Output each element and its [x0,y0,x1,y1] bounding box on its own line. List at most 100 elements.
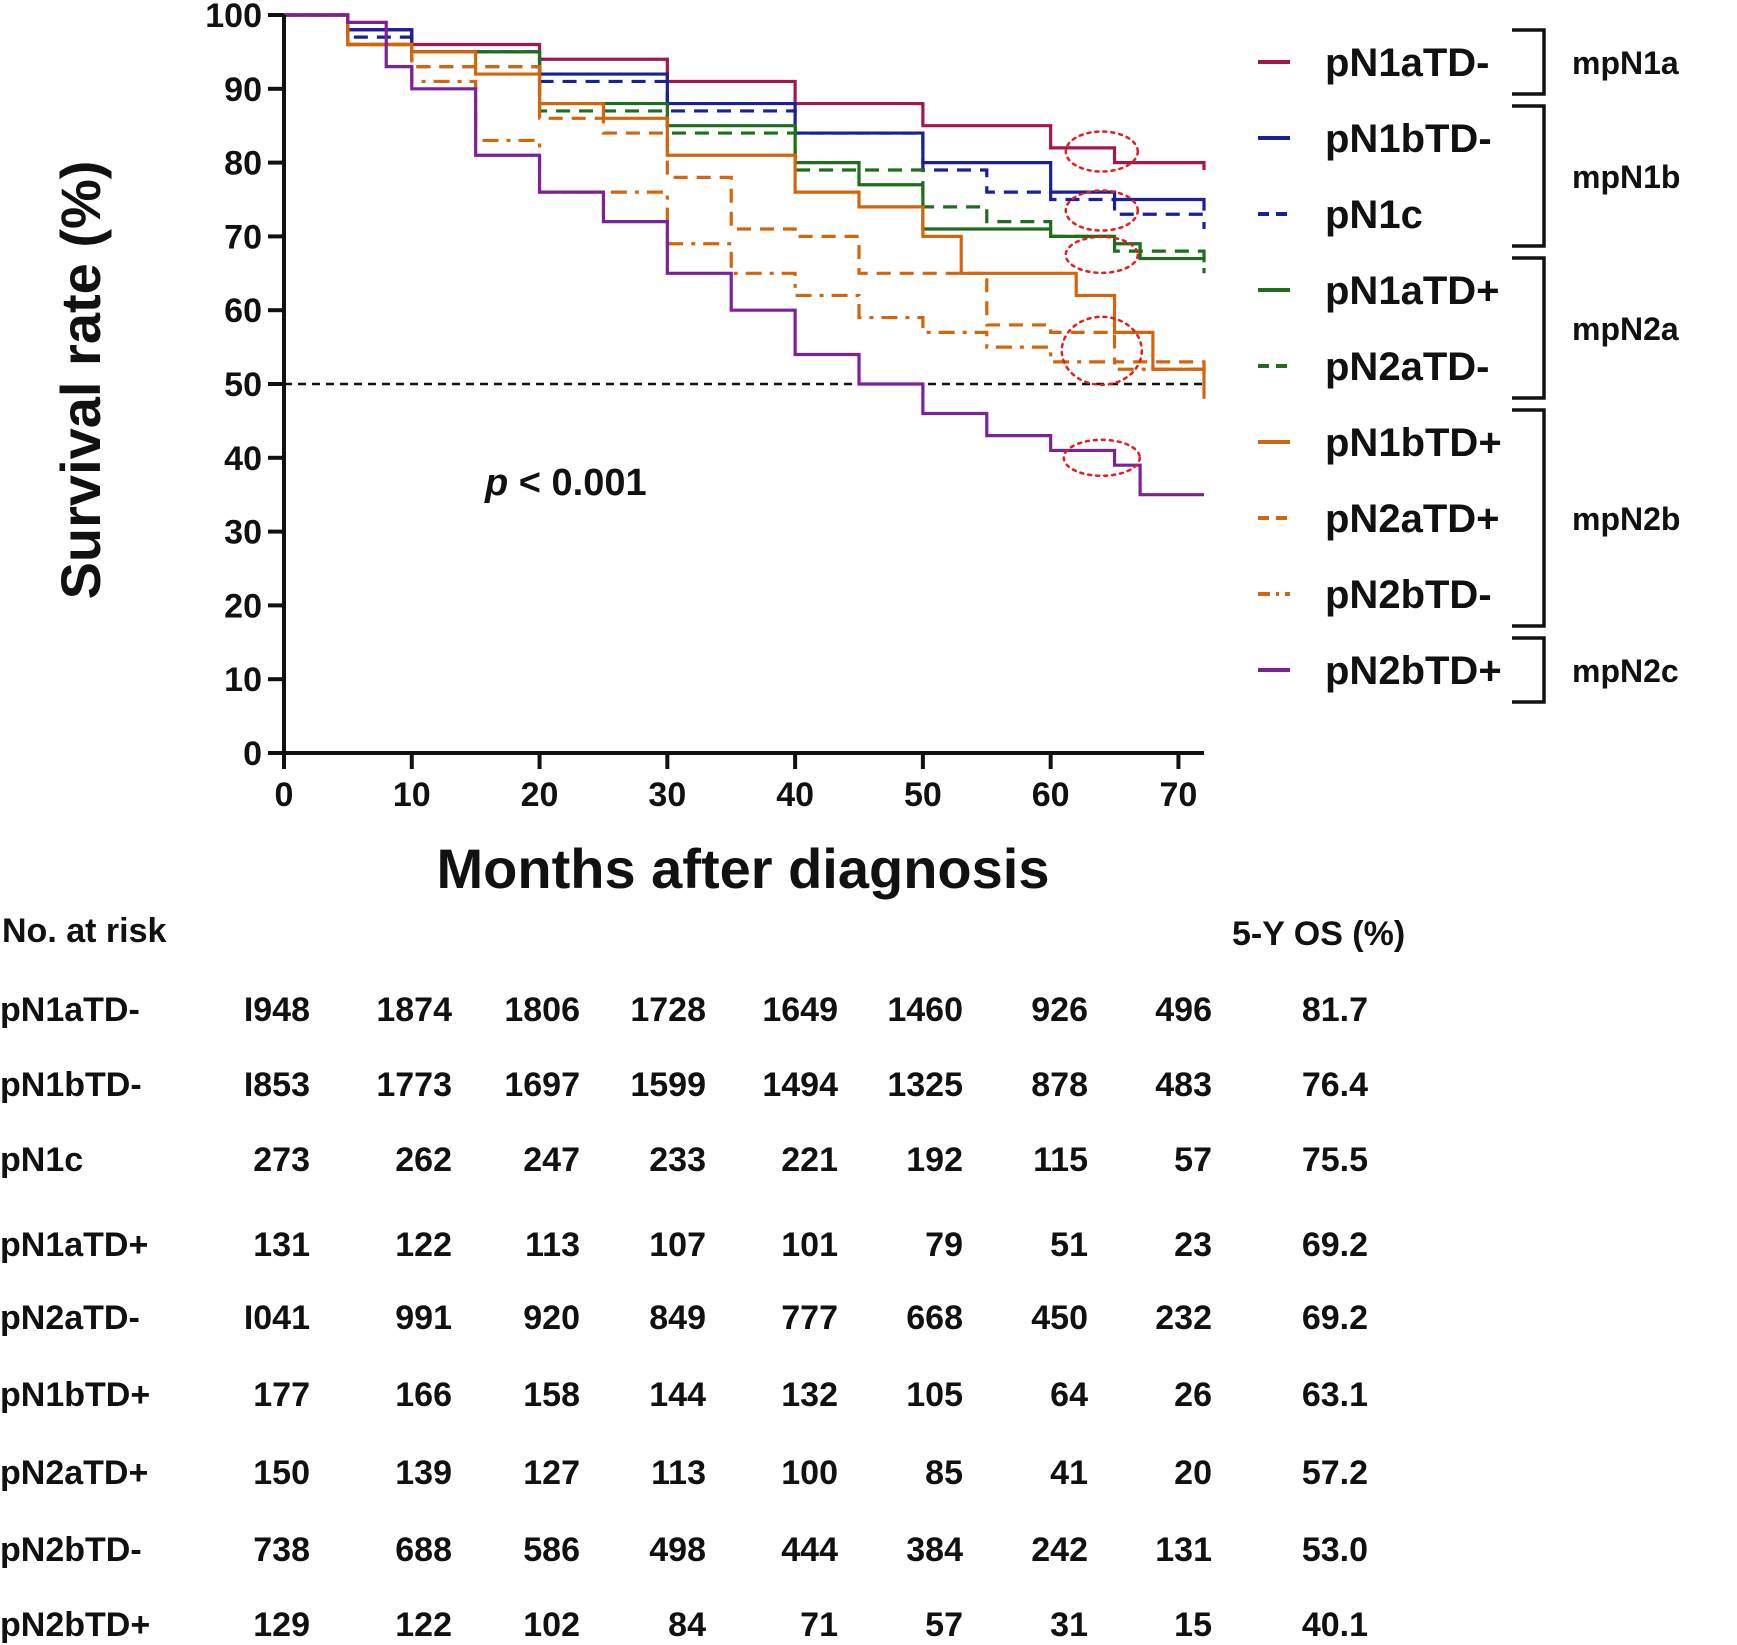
os-percent-cell: 40.1 [1301,1606,1368,1644]
risk-count-cell: 586 [523,1531,580,1569]
risk-count-cell: 57 [925,1606,963,1644]
risk-count-cell: 849 [649,1299,706,1337]
risk-count-cell: I853 [243,1066,310,1104]
risk-table-row: pN1bTD- I853 1773 1697 1599 1494 1325 878 483 76.… [0,1065,1737,1105]
y-axis-title: Survival rate (%) [49,161,112,600]
x-tick-label: 10 [393,776,431,814]
risk-count-cell: 738 [253,1531,310,1569]
y-tick-label: 20 [224,587,262,625]
risk-count-cell: 122 [395,1606,452,1644]
risk-count-cell: 273 [253,1141,310,1179]
risk-count-cell: 122 [395,1226,452,1264]
group-bracket-mpN1a [1512,28,1546,96]
risk-table-row: pN1c 273 262 247 233 221 192 115 57 75.5 [0,1140,1737,1180]
risk-count-cell: 100 [781,1454,838,1492]
highlight-ellipse [1062,438,1142,478]
legend-label-pN2bTD+: pN2bTD+ [1325,649,1502,693]
risk-count-cell: 262 [395,1141,452,1179]
os-column-header: 5-Y OS (%) [1232,915,1406,953]
risk-count-cell: 1697 [504,1066,580,1104]
risk-count-cell: 1649 [762,991,838,1029]
risk-count-cell: 51 [1050,1226,1088,1264]
legend-label-pN2aTD-: pN2aTD- [1325,345,1489,389]
group-label-mpN1a: mpN1a [1572,45,1679,81]
series-line-pN1c [284,13,1206,230]
risk-count-cell: 1599 [630,1066,706,1104]
risk-row-label: pN2aTD- [0,1299,140,1337]
p-value-annotation: p < 0.001 [484,462,647,504]
series-line-pN2bTD+ [284,13,1204,497]
risk-count-cell: 1494 [762,1066,838,1104]
legend-label-pN1c: pN1c [1325,193,1423,237]
y-tick-label: 0 [243,735,262,773]
group-bracket-mpN2c [1512,636,1546,704]
y-tick-label: 10 [224,661,262,699]
p-value-symbol: p [484,462,508,504]
group-bracket-mpN2b [1512,408,1546,628]
group-label-mpN2b: mpN2b [1572,501,1680,537]
risk-count-cell: 144 [649,1376,706,1414]
risk-count-cell: 668 [906,1299,963,1337]
risk-count-cell: I041 [243,1299,310,1337]
risk-row-label: pN1bTD- [0,1066,142,1104]
risk-table-title: No. at risk [2,912,167,950]
highlight-ellipse [1060,315,1144,387]
risk-count-cell: 1460 [887,991,963,1029]
series-line-pN2bTD- [284,13,1206,377]
x-tick-label: 70 [1160,776,1198,814]
series-line-pN1aTD- [284,13,1206,170]
risk-table-row: pN2bTD+ 129 122 102 84 71 57 31 15 40.1 [0,1605,1737,1645]
risk-count-cell: 221 [781,1141,838,1179]
risk-count-cell: 450 [1031,1299,1088,1337]
risk-count-cell: 115 [1033,1141,1088,1179]
risk-count-cell: 57 [1174,1141,1212,1179]
risk-count-cell: 20 [1174,1454,1212,1492]
risk-table-row: pN2aTD+ 150 139 127 113 100 85 41 20 57.2 [0,1453,1737,1493]
group-label-mpN1b: mpN1b [1572,159,1680,195]
risk-count-cell: 878 [1031,1066,1088,1104]
survival-chart: 0 10 20 30 40 50 60 70 80 90 100 0 10 20 30 40 50 60 70 pN… [49,0,1680,900]
risk-table-row: pN1aTD- I948 1874 1806 1728 1649 1460 926 496 81.… [0,990,1737,1030]
risk-count-cell: 23 [1174,1226,1212,1264]
risk-count-cell: 150 [253,1454,310,1492]
legend-label-pN1bTD+: pN1bTD+ [1325,421,1502,465]
risk-count-cell: 1806 [504,991,580,1029]
y-tick-label: 50 [224,366,262,404]
risk-count-cell: 384 [906,1531,963,1569]
x-tick-label: 60 [1032,776,1070,814]
risk-count-cell: 85 [925,1454,963,1492]
os-percent-cell: 63.1 [1301,1376,1368,1414]
os-percent-cell: 75.5 [1301,1141,1368,1179]
risk-count-cell: 444 [781,1531,838,1569]
risk-table-row: pN2aTD- I041 991 920 849 777 668 450 232 69.2 [0,1298,1737,1338]
y-tick-label: 30 [224,514,262,552]
y-tick-label: 70 [224,218,262,256]
y-tick-label: 90 [224,71,262,109]
x-tick-label: 30 [648,776,686,814]
risk-count-cell: 926 [1031,991,1088,1029]
legend-label-pN1bTD-: pN1bTD- [1325,117,1492,161]
risk-count-cell: 1874 [376,991,452,1029]
x-tick-label: 50 [904,776,942,814]
risk-count-cell: 113 [651,1454,706,1492]
os-percent-cell: 69.2 [1301,1226,1368,1264]
group-label-mpN2c: mpN2c [1572,653,1679,689]
os-percent-cell: 76.4 [1301,1066,1368,1104]
risk-count-cell: 105 [906,1376,963,1414]
legend-label-pN2bTD-: pN2bTD- [1325,573,1492,617]
x-tick-label: 40 [776,776,814,814]
legend-label-pN1aTD+: pN1aTD+ [1325,269,1500,313]
os-percent-cell: 57.2 [1301,1454,1368,1492]
group-bracket-mpN1b [1512,104,1546,248]
group-bracket-mpN2a [1512,256,1546,400]
risk-table: No. at risk 5-Y OS (%) pN1aTD- I948 1874 18… [0,900,1737,1645]
risk-count-cell: 232 [1155,1299,1212,1337]
risk-count-cell: 129 [253,1606,310,1644]
highlight-ellipse [1064,189,1140,232]
risk-count-cell: 166 [395,1376,452,1414]
legend-label-pN1aTD-: pN1aTD- [1325,41,1489,85]
risk-count-cell: 233 [649,1141,706,1179]
y-tick-label: 60 [224,292,262,330]
risk-count-cell: 777 [781,1299,838,1337]
os-percent-cell: 81.7 [1301,991,1368,1029]
